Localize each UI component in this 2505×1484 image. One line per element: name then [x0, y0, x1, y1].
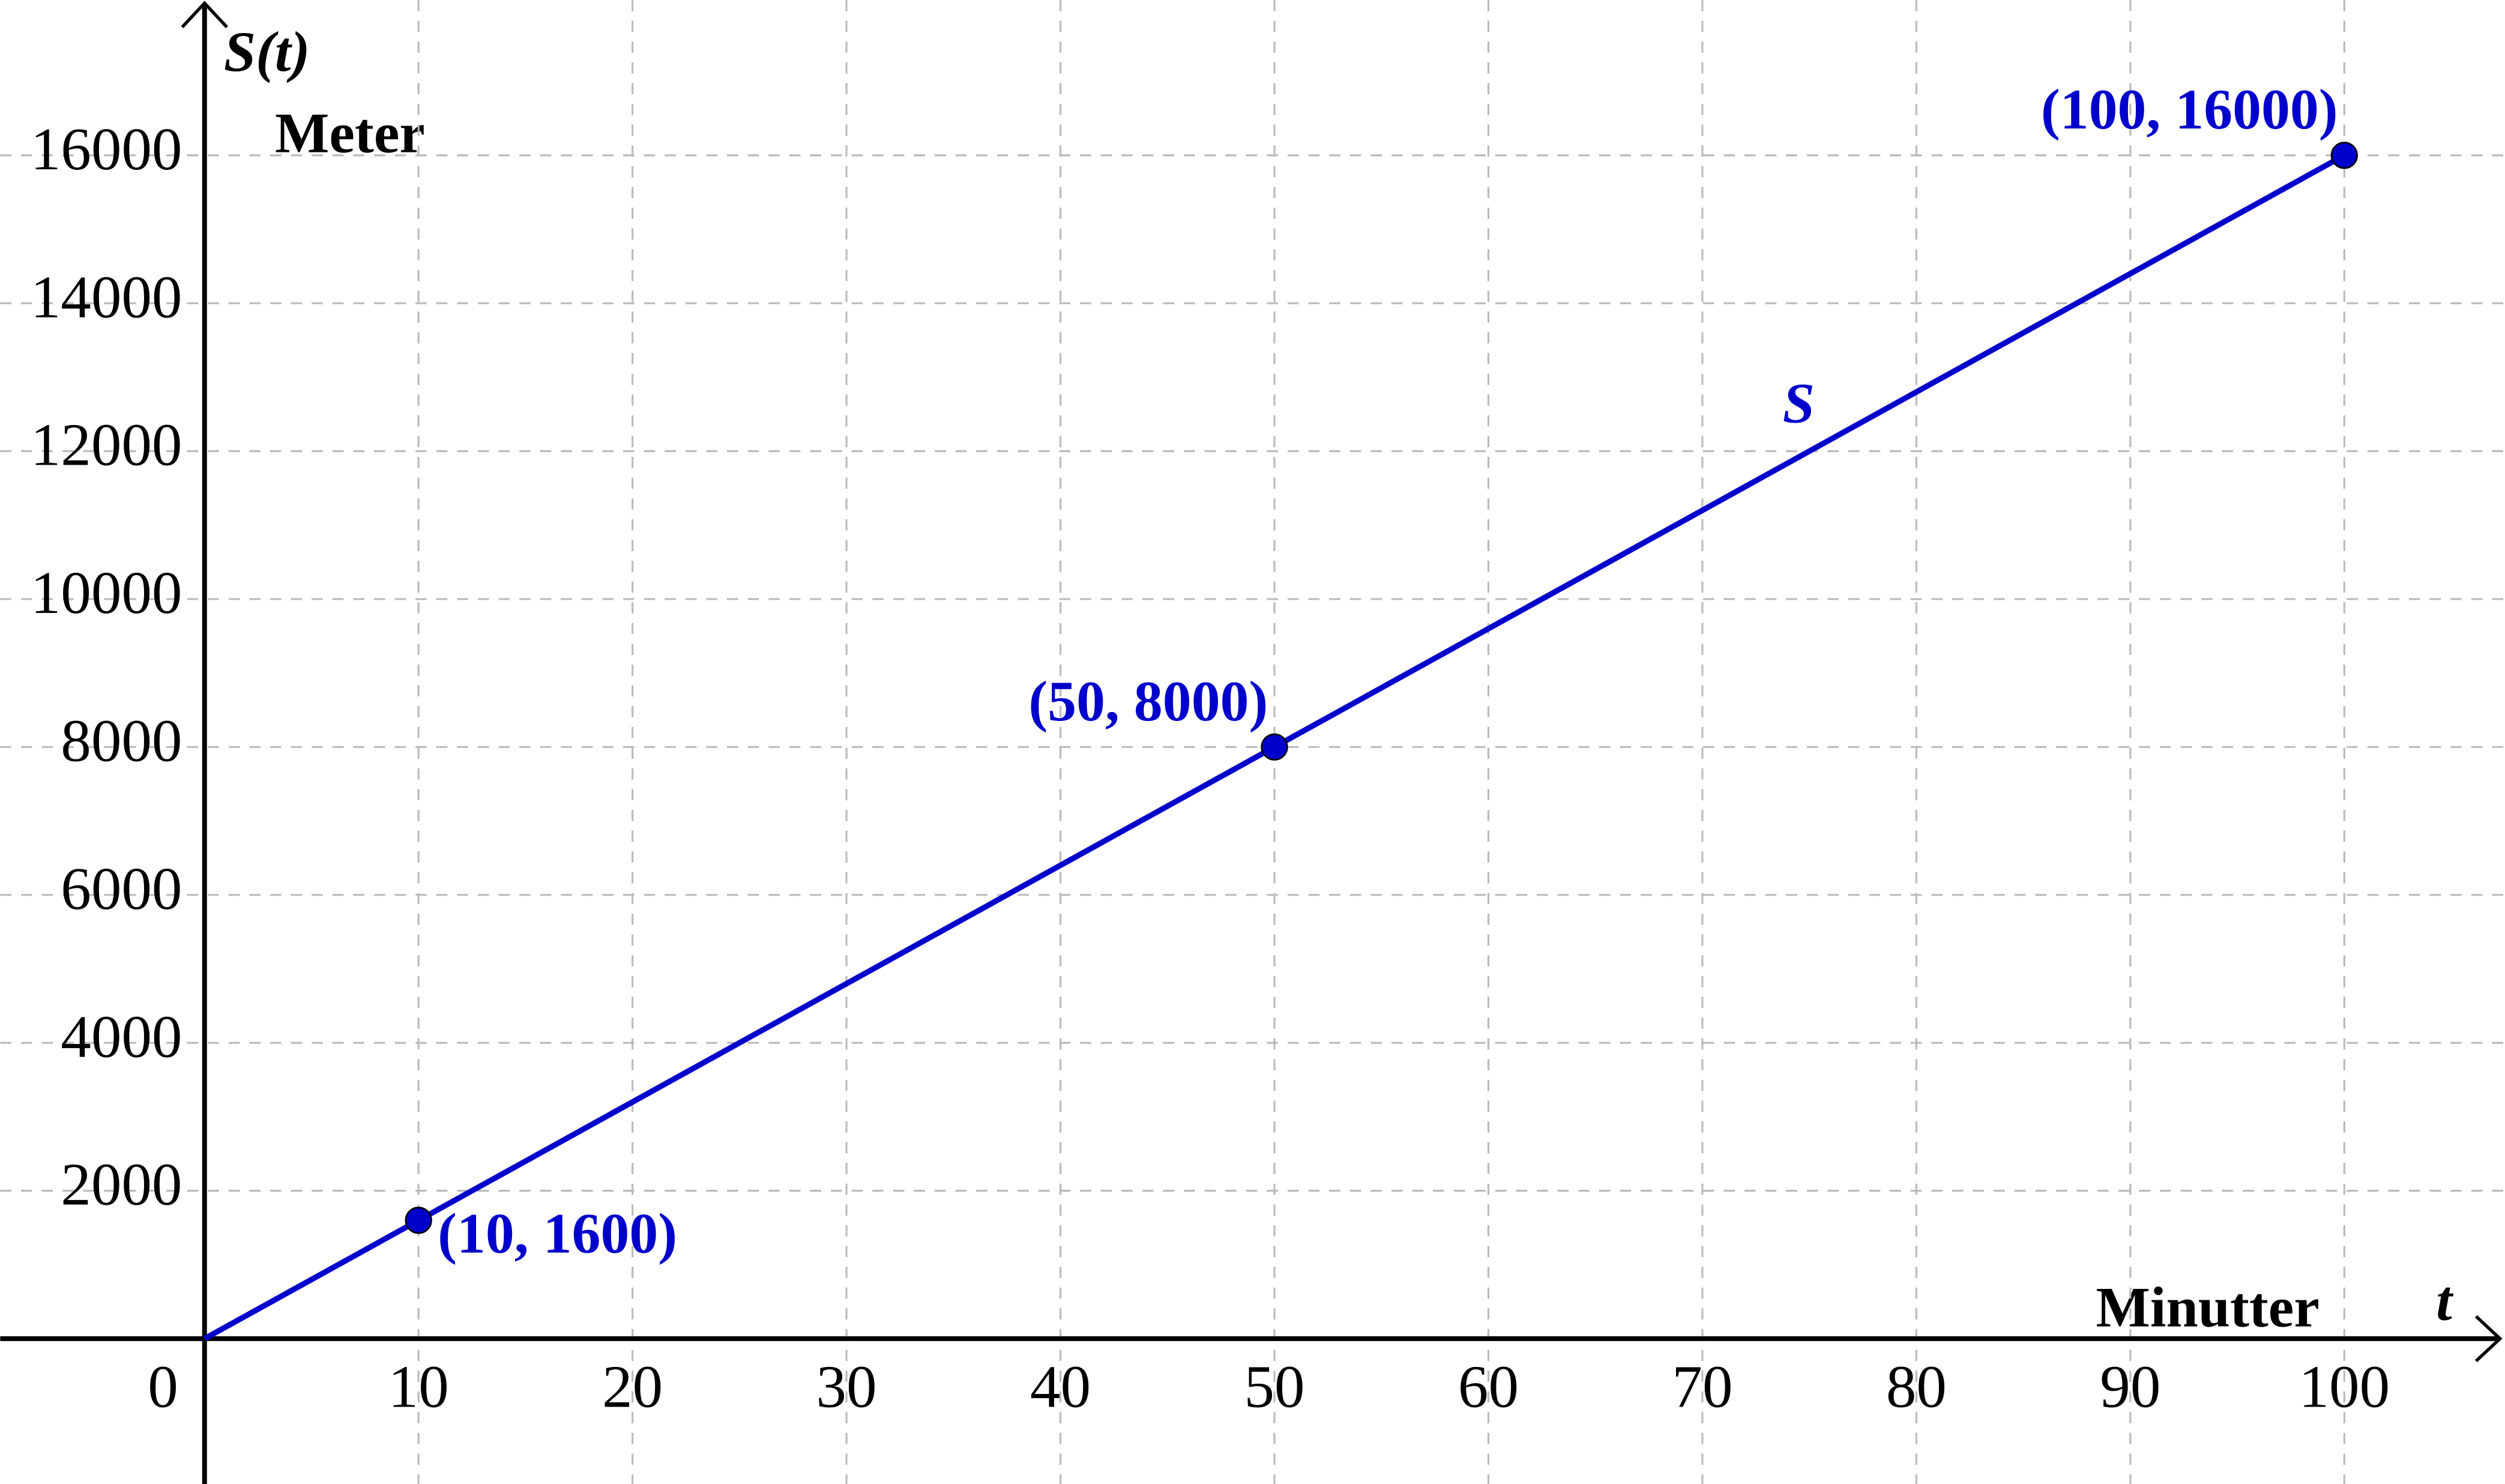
x-axis-unit: Minutter — [2096, 1275, 2319, 1339]
y-tick-label: 14000 — [31, 263, 182, 330]
x-axis-label: t — [2436, 1269, 2453, 1333]
y-axis-label: S(t) — [224, 20, 310, 83]
data-point — [1261, 733, 1288, 761]
point-label: (100, 16000) — [2041, 77, 2338, 141]
data-point — [405, 1207, 432, 1234]
y-tick-label: 12000 — [31, 411, 182, 478]
series-line — [203, 152, 2346, 1341]
x-tick-label: 100 — [2299, 1353, 2390, 1420]
y-tick-label: 16000 — [31, 115, 182, 182]
x-tick-label: 20 — [602, 1353, 663, 1420]
y-tick-label: 10000 — [31, 559, 182, 626]
data-point — [2330, 142, 2358, 169]
x-tick-label: 50 — [1244, 1353, 1304, 1420]
x-tick-label: 90 — [2100, 1353, 2160, 1420]
y-tick-label: 4000 — [61, 1003, 182, 1070]
arrow — [181, 1, 228, 29]
y-tick-label: 6000 — [61, 855, 182, 922]
x-tick-label: 80 — [1886, 1353, 1947, 1420]
x-tick-label: 40 — [1030, 1353, 1091, 1420]
x-tick-label: 0 — [148, 1353, 178, 1420]
y-tick-label: 2000 — [61, 1151, 182, 1218]
x-tick-label: 10 — [388, 1353, 449, 1420]
y-axis-unit: Meter — [275, 101, 425, 164]
x-tick-label: 60 — [1458, 1353, 1519, 1420]
arrow — [2474, 1315, 2503, 1363]
x-tick-label: 30 — [816, 1353, 877, 1420]
point-label: (50, 8000) — [1028, 669, 1268, 733]
x-tick-label: 70 — [1672, 1353, 1732, 1420]
series-name: S — [1783, 372, 1815, 435]
y-tick-label: 8000 — [61, 707, 182, 774]
point-label: (10, 1600) — [438, 1202, 677, 1265]
